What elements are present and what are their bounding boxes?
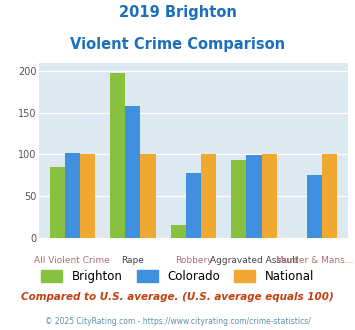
Bar (262, 154, 277, 238)
Text: Murder & Mans...: Murder & Mans... (276, 256, 353, 265)
Bar (80, 154, 95, 238)
Bar (231, 160, 246, 238)
Text: All Violent Crime: All Violent Crime (34, 256, 110, 265)
Bar (322, 154, 337, 238)
Bar (201, 154, 216, 238)
Bar (171, 225, 186, 238)
Text: Compared to U.S. average. (U.S. average equals 100): Compared to U.S. average. (U.S. average … (21, 292, 334, 302)
Bar (50, 167, 65, 238)
Text: Robbery: Robbery (175, 256, 212, 265)
Text: Aggravated Assault: Aggravated Assault (210, 256, 298, 265)
Bar (307, 175, 322, 238)
Text: Rape: Rape (121, 256, 144, 265)
Bar (141, 154, 155, 238)
Text: © 2025 CityRating.com - https://www.cityrating.com/crime-statistics/: © 2025 CityRating.com - https://www.city… (45, 317, 310, 326)
Bar (110, 73, 125, 238)
Bar (246, 155, 262, 238)
Bar (186, 173, 201, 238)
Text: 2019 Brighton: 2019 Brighton (119, 5, 236, 20)
Text: Violent Crime Comparison: Violent Crime Comparison (70, 37, 285, 52)
Bar (65, 153, 80, 238)
Legend: Brighton, Colorado, National: Brighton, Colorado, National (36, 265, 319, 287)
Bar (125, 106, 141, 238)
